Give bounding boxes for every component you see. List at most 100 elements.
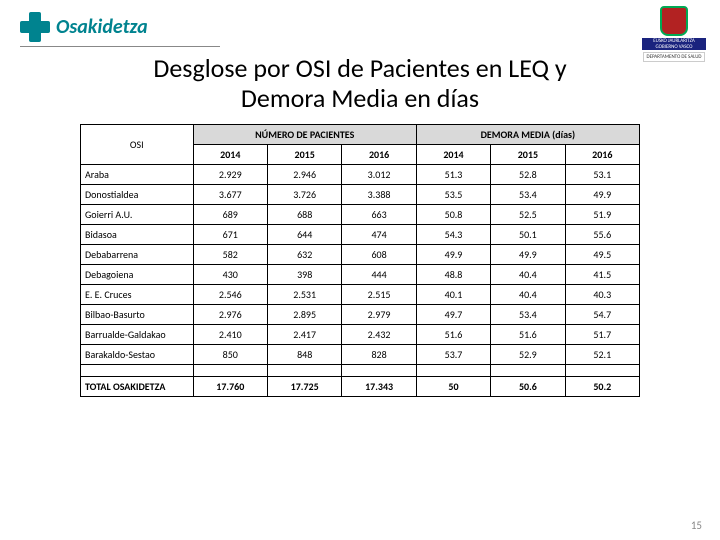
col-2015: 2015: [491, 144, 565, 164]
cell: 17.343: [342, 376, 416, 396]
cell: 51.7: [565, 324, 639, 344]
col-2015: 2015: [267, 144, 341, 164]
osi-name: Bidasoa: [81, 224, 194, 244]
cell: 689: [193, 204, 267, 224]
cell: 2.976: [193, 304, 267, 324]
table-row: Donostialdea3.6773.7263.38853.553.449.9: [81, 184, 640, 204]
cell: 52.5: [491, 204, 565, 224]
cell: 2.546: [193, 284, 267, 304]
cell: 52.1: [565, 344, 639, 364]
cell: 688: [267, 204, 341, 224]
cell: 2.895: [267, 304, 341, 324]
cell: 53.7: [416, 344, 490, 364]
osi-name: Barakaldo-Sestao: [81, 344, 194, 364]
col-2014: 2014: [416, 144, 490, 164]
table-row: Debagoiena43039844448.840.441.5: [81, 264, 640, 284]
cell: 474: [342, 224, 416, 244]
cell: 671: [193, 224, 267, 244]
cell: 41.5: [565, 264, 639, 284]
cell: 50.8: [416, 204, 490, 224]
col-2016: 2016: [342, 144, 416, 164]
cell: 40.1: [416, 284, 490, 304]
brand-name: Osakidetza: [56, 15, 148, 39]
cell: 49.9: [416, 244, 490, 264]
cell: 2.515: [342, 284, 416, 304]
cell: 50.6: [491, 376, 565, 396]
cell: 632: [267, 244, 341, 264]
table-row: Goierri A.U.68968866350.852.551.9: [81, 204, 640, 224]
cell: 53.4: [491, 184, 565, 204]
col-2014: 2014: [193, 144, 267, 164]
cell: 49.7: [416, 304, 490, 324]
col-2016: 2016: [565, 144, 639, 164]
cell: 54.3: [416, 224, 490, 244]
total-row: TOTAL OSAKIDETZA17.76017.72517.3435050.6…: [81, 376, 640, 396]
total-label: TOTAL OSAKIDETZA: [81, 376, 194, 396]
cell: 49.9: [491, 244, 565, 264]
cell: 582: [193, 244, 267, 264]
cell: 50: [416, 376, 490, 396]
col-group-patients: NÚMERO DE PACIENTES: [193, 124, 416, 144]
data-table: OSI NÚMERO DE PACIENTES DEMORA MEDIA (dí…: [80, 124, 640, 397]
col-group-delay: DEMORA MEDIA (días): [416, 124, 639, 144]
cell: 3.012: [342, 164, 416, 184]
osi-name: Bilbao-Basurto: [81, 304, 194, 324]
cell: 50.2: [565, 376, 639, 396]
gov-logo: EUSKO JAURLARITZAGOBIERNO VASCO DEPARTAM…: [642, 6, 706, 62]
cell: 663: [342, 204, 416, 224]
cell: 430: [193, 264, 267, 284]
cell: 51.6: [491, 324, 565, 344]
gov-text: EUSKO JAURLARITZAGOBIERNO VASCO: [642, 38, 706, 50]
osi-name: Debagoiena: [81, 264, 194, 284]
table-row: Bidasoa67164447454.350.155.6: [81, 224, 640, 244]
cell: 644: [267, 224, 341, 244]
page-title: Desglose por OSI de Pacientes en LEQ yDe…: [0, 54, 720, 114]
table-row: E. E. Cruces2.5462.5312.51540.140.440.3: [81, 284, 640, 304]
cell: 40.4: [491, 284, 565, 304]
cell: 53.1: [565, 164, 639, 184]
cell: 49.5: [565, 244, 639, 264]
cell: 52.9: [491, 344, 565, 364]
table-row: Araba2.9292.9463.01251.352.853.1: [81, 164, 640, 184]
cell: 3.388: [342, 184, 416, 204]
page-number: 15: [691, 519, 702, 532]
cell: 52.8: [491, 164, 565, 184]
cell: 848: [267, 344, 341, 364]
cell: 17.760: [193, 376, 267, 396]
cell: 444: [342, 264, 416, 284]
osi-name: E. E. Cruces: [81, 284, 194, 304]
cell: 50.1: [491, 224, 565, 244]
cell: 2.410: [193, 324, 267, 344]
cell: 2.979: [342, 304, 416, 324]
cell: 3.677: [193, 184, 267, 204]
table-row: Barakaldo-Sestao85084882853.752.952.1: [81, 344, 640, 364]
osi-name: Debabarrena: [81, 244, 194, 264]
dept-text: DEPARTAMENTO DE SALUD: [643, 52, 705, 62]
header-rule: [20, 46, 220, 47]
cell: 53.5: [416, 184, 490, 204]
shield-icon: [660, 6, 688, 36]
cell: 51.9: [565, 204, 639, 224]
cell: 2.531: [267, 284, 341, 304]
col-osi: OSI: [81, 124, 194, 164]
cell: 49.9: [565, 184, 639, 204]
cross-icon: [20, 12, 50, 42]
osi-name: Araba: [81, 164, 194, 184]
table-row: Barrualde-Galdakao2.4102.4172.43251.651.…: [81, 324, 640, 344]
cell: 40.4: [491, 264, 565, 284]
table-row: Debabarrena58263260849.949.949.5: [81, 244, 640, 264]
osi-name: Donostialdea: [81, 184, 194, 204]
osi-name: Barrualde-Galdakao: [81, 324, 194, 344]
osi-name: Goierri A.U.: [81, 204, 194, 224]
cell: 2.929: [193, 164, 267, 184]
cell: 54.7: [565, 304, 639, 324]
cell: 850: [193, 344, 267, 364]
header: Osakidetza EUSKO JAURLARITZAGOBIERNO VAS…: [0, 0, 720, 48]
cell: 3.726: [267, 184, 341, 204]
cell: 53.4: [491, 304, 565, 324]
table-row: Bilbao-Basurto2.9762.8952.97949.753.454.…: [81, 304, 640, 324]
cell: 828: [342, 344, 416, 364]
cell: 51.3: [416, 164, 490, 184]
cell: 17.725: [267, 376, 341, 396]
cell: 2.432: [342, 324, 416, 344]
